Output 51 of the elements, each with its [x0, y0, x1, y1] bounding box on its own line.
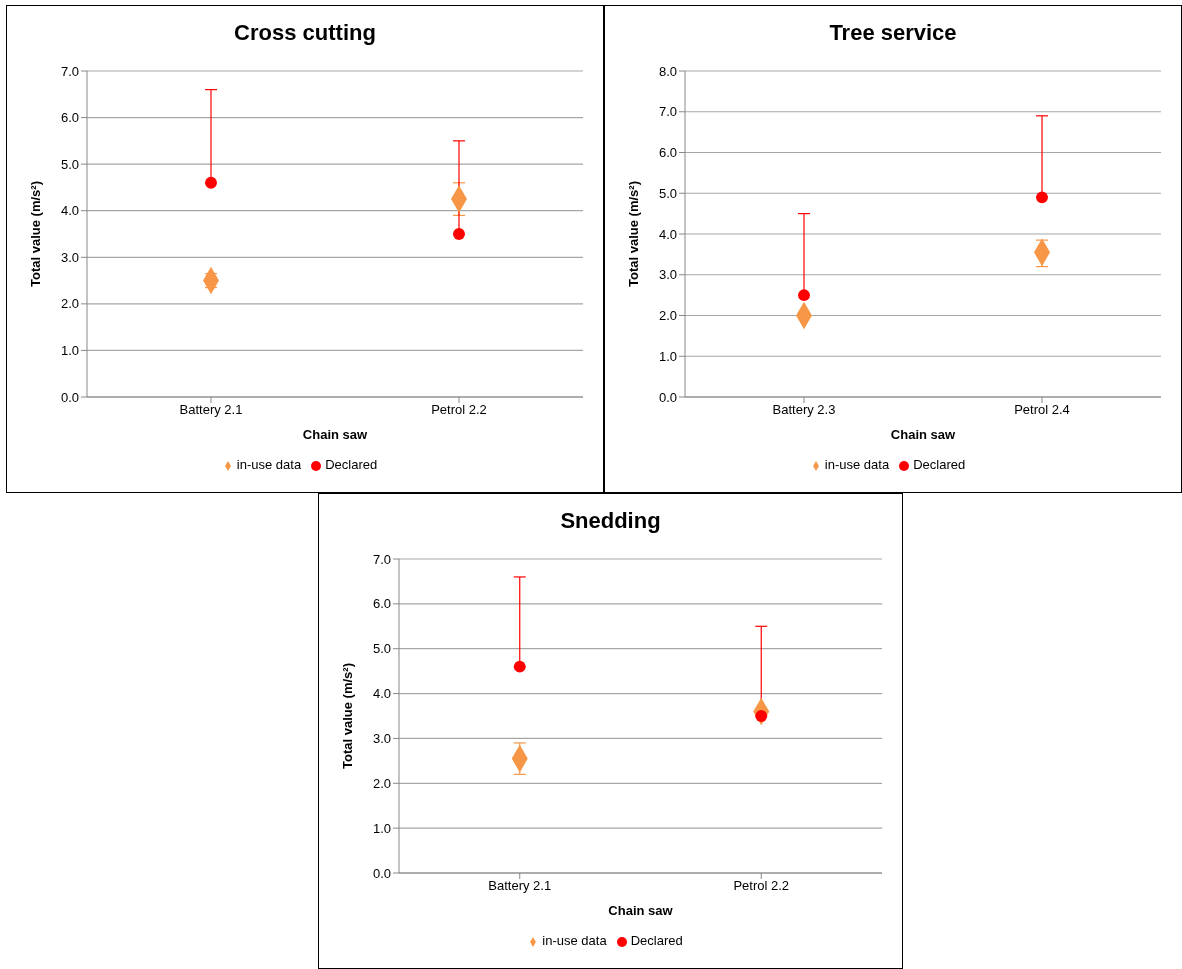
- x-tick-label: Battery 2.3: [772, 402, 836, 418]
- y-tick-label: 1.0: [60, 343, 79, 359]
- legend-label: in-use data: [824, 457, 890, 472]
- y-axis-title: Total value (m/s²): [27, 181, 43, 287]
- x-tick-label: Battery 2.1: [179, 402, 243, 418]
- y-tick-label: 1.0: [372, 820, 391, 836]
- y-tick-label: 0.0: [372, 865, 391, 881]
- y-tick-label: 6.0: [372, 596, 391, 612]
- point: [453, 228, 465, 240]
- x-tick-label: Battery 2.1: [488, 878, 552, 894]
- chart-title: Snedding: [559, 508, 662, 534]
- y-tick-label: 5.0: [60, 156, 79, 172]
- y-tick-label: 6.0: [658, 145, 677, 161]
- y-tick-label: 4.0: [60, 203, 79, 219]
- chart-title: Tree service: [828, 20, 958, 46]
- y-tick-label: 3.0: [658, 267, 677, 283]
- y-tick-label: 0.0: [658, 389, 677, 405]
- y-tick-label: 3.0: [372, 731, 391, 747]
- y-axis-title: Total value (m/s²): [625, 181, 641, 287]
- y-tick-label: 2.0: [372, 775, 391, 791]
- legend-label: Declared: [630, 933, 683, 948]
- legend-label: Declared: [913, 457, 966, 472]
- legend-label: in-use data: [542, 933, 607, 948]
- chart-title: Cross cutting: [233, 20, 377, 46]
- x-axis-title: Chain saw: [608, 903, 674, 918]
- x-tick-label: Petrol 2.4: [1014, 402, 1070, 418]
- y-tick-label: 5.0: [658, 185, 677, 201]
- y-tick-label: 4.0: [372, 686, 391, 702]
- y-tick-label: 6.0: [60, 110, 79, 126]
- y-tick-label: 3.0: [60, 249, 79, 265]
- y-axis-title: Total value (m/s²): [339, 663, 355, 769]
- x-tick-label: Petrol 2.2: [431, 402, 487, 418]
- y-tick-label: 0.0: [60, 389, 79, 405]
- x-tick-label: Petrol 2.2: [733, 878, 790, 894]
- y-tick-label: 2.0: [658, 308, 677, 324]
- y-tick-label: 4.0: [658, 226, 677, 242]
- legend-label: in-use data: [236, 457, 302, 472]
- y-tick-label: 5.0: [372, 641, 391, 657]
- y-tick-label: 8.0: [658, 63, 677, 79]
- x-axis-title: Chain saw: [890, 427, 957, 442]
- x-axis-title: Chain saw: [302, 427, 369, 442]
- y-tick-label: 2.0: [60, 296, 79, 312]
- y-tick-label: 7.0: [60, 63, 79, 79]
- point: [205, 176, 217, 189]
- y-tick-label: 7.0: [658, 104, 677, 120]
- point: [513, 660, 526, 673]
- y-tick-label: 7.0: [372, 551, 391, 567]
- point: [798, 289, 810, 302]
- point: [1036, 191, 1048, 204]
- y-tick-label: 1.0: [658, 348, 677, 364]
- legend-label: Declared: [325, 457, 378, 472]
